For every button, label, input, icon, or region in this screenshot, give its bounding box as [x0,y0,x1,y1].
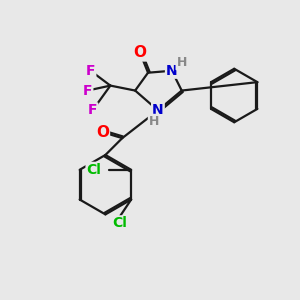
Text: H: H [149,115,159,128]
Text: F: F [88,103,97,117]
Text: F: F [83,84,92,98]
Text: O: O [134,45,147,60]
Text: Cl: Cl [87,163,101,177]
Text: H: H [176,56,187,69]
Text: O: O [96,125,109,140]
Text: Cl: Cl [112,216,127,230]
Text: F: F [86,64,95,78]
Text: N: N [152,103,164,117]
Text: N: N [166,64,178,78]
